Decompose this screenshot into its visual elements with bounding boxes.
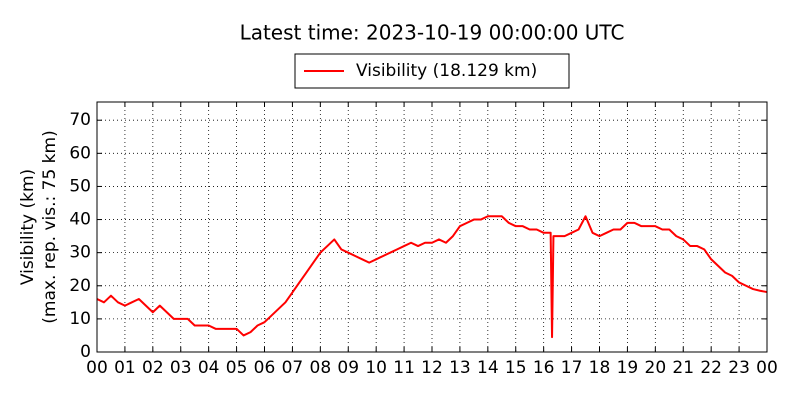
x-tick-label: 10	[365, 358, 387, 378]
y-tick-label: 70	[69, 110, 91, 130]
x-tick-label: 23	[728, 358, 750, 378]
x-tick-label: 22	[700, 358, 722, 378]
y-tick-label: 30	[69, 243, 91, 263]
x-tick-label: 16	[533, 358, 555, 378]
x-tick-label: 12	[421, 358, 443, 378]
x-tick-label: 08	[310, 358, 332, 378]
x-tick-label: 02	[142, 358, 164, 378]
y-axis-label: (max. rep. vis.: 75 km)	[40, 130, 60, 323]
x-tick-label: 05	[226, 358, 248, 378]
x-tick-label: 20	[645, 358, 667, 378]
x-tick-label: 00	[86, 358, 108, 378]
y-axis-label: Visibility (km)	[18, 169, 38, 285]
x-tick-label: 07	[282, 358, 304, 378]
y-tick-label: 60	[69, 143, 91, 163]
x-tick-label: 00	[756, 358, 778, 378]
plot-frame	[96, 101, 768, 353]
y-tick-label: 10	[69, 309, 91, 329]
legend-label: Visibility (18.129 km)	[356, 61, 537, 81]
y-tick-label: 40	[69, 210, 91, 230]
x-tick-label: 14	[477, 358, 499, 378]
x-tick-label: 18	[589, 358, 611, 378]
x-tick-label: 11	[393, 358, 415, 378]
x-tick-label: 09	[337, 358, 359, 378]
chart-title: Latest time: 2023-10-19 00:00:00 UTC	[240, 21, 625, 45]
y-tick-label: 50	[69, 176, 91, 196]
x-tick-label: 01	[114, 358, 136, 378]
x-tick-label: 06	[254, 358, 276, 378]
x-tick-label: 13	[449, 358, 471, 378]
x-tick-label: 03	[170, 358, 192, 378]
data-line	[96, 215, 768, 339]
x-tick-label: 21	[672, 358, 694, 378]
x-tick-label: 19	[617, 358, 639, 378]
y-tick-label: 0	[80, 342, 91, 362]
x-tick-label: 04	[198, 358, 220, 378]
x-tick-label: 15	[505, 358, 527, 378]
y-tick-label: 20	[69, 276, 91, 296]
x-tick-label: 17	[561, 358, 583, 378]
